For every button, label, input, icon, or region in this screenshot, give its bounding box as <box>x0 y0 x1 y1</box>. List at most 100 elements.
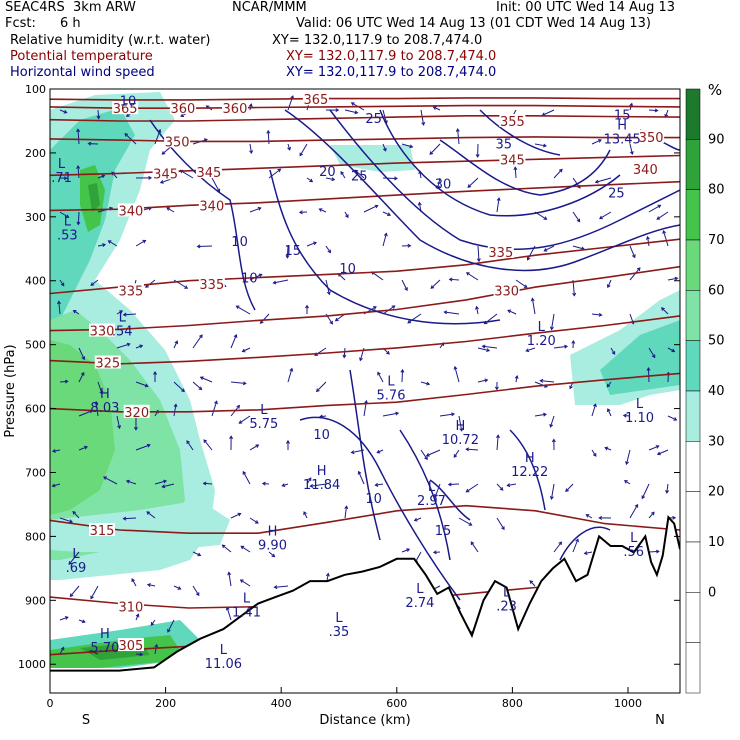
wind-vector-head <box>665 489 670 494</box>
x-axis-label: Distance (km) <box>319 713 410 728</box>
wind-vector <box>534 143 547 147</box>
wind-vector <box>59 616 69 621</box>
wind-vector-head <box>345 214 349 219</box>
wind-vector <box>466 448 479 451</box>
wind-vector <box>430 279 441 289</box>
wind-vector-head <box>202 481 207 486</box>
theta-label: 345 <box>153 167 178 182</box>
wind-vector-head <box>271 553 276 558</box>
wind-vector-head <box>465 272 470 276</box>
wind-vector-head <box>255 444 260 448</box>
theta-contour-340 <box>50 180 680 212</box>
theta-label-bg <box>169 101 196 115</box>
wind-vector <box>287 368 293 383</box>
wind-vector-head <box>146 443 151 448</box>
wind-vector <box>52 449 61 452</box>
wind-vector <box>78 446 88 451</box>
wind-vector-head <box>636 267 641 272</box>
wind-vector-head <box>163 479 168 484</box>
wind-vector-head <box>196 244 201 249</box>
wind-vector-head <box>57 300 61 305</box>
extremum-letter: L <box>119 310 127 325</box>
wind-vector <box>363 205 378 213</box>
wind-vector-head <box>72 510 77 515</box>
wind-vector-head <box>564 344 569 349</box>
wind-vector <box>553 169 563 179</box>
wind-vector-head <box>357 470 362 475</box>
wind-vector-head <box>496 434 500 439</box>
extremum-value: 12.22 <box>511 465 548 480</box>
wind-vector-head <box>126 342 131 347</box>
theta-label-bg <box>499 152 526 166</box>
wind-vector <box>648 511 655 519</box>
wind-vector <box>553 345 568 349</box>
valid-time: Valid: 06 UTC Wed 14 Aug 13 (01 CDT Wed … <box>296 16 651 31</box>
theta-label-bg <box>638 129 665 143</box>
wind-vector <box>319 415 327 418</box>
extremum-value: 5.75 <box>249 417 278 432</box>
wind-vector-head <box>484 378 489 383</box>
wind-vector-head <box>465 488 470 493</box>
wind-vector <box>338 273 346 281</box>
wind-vector <box>135 381 148 387</box>
wind-vector-head <box>197 552 202 557</box>
field-name-rh: Relative humidity (w.r.t. water) <box>10 33 211 48</box>
wind-vector <box>154 644 158 655</box>
extremum-value: 11.06 <box>205 657 242 672</box>
wind-vector <box>222 544 232 553</box>
extremum-letter: H <box>317 464 327 479</box>
wind-vector <box>377 372 384 383</box>
model-title: SEAC4RS 3km ARW <box>5 0 136 15</box>
wind-vector-head <box>364 399 369 404</box>
wind-vector <box>211 401 218 417</box>
wind-vector-head <box>239 579 244 583</box>
wind-vector-head <box>125 479 130 484</box>
wind-vector-head <box>625 461 629 466</box>
wind-vector <box>629 504 639 519</box>
wind-vector-head <box>195 592 200 597</box>
wind-vector <box>249 143 252 154</box>
y-tick-label: 800 <box>25 530 46 543</box>
wind-speed-contour <box>439 139 611 196</box>
x-tick-label: 200 <box>155 697 176 710</box>
wind-vector <box>325 177 335 181</box>
wind-vector <box>230 513 241 519</box>
wind-vector <box>77 129 80 145</box>
wind-vector-head <box>307 477 312 482</box>
terrain-fill <box>50 517 680 693</box>
wind-vector <box>108 240 118 247</box>
wind-vector <box>77 211 80 225</box>
wind-vector <box>124 133 137 145</box>
wind-vector-head <box>144 383 149 388</box>
wind-vector-head <box>372 306 377 310</box>
wind-vector-head <box>475 305 479 310</box>
wind-vector <box>78 619 86 623</box>
wind-vector-head <box>656 451 661 456</box>
wind-vector-head <box>161 151 166 155</box>
wind-vector-head <box>447 482 452 487</box>
wind-vector-head <box>68 561 73 565</box>
wind-vector-head <box>565 488 569 493</box>
theta-label: 320 <box>124 406 149 421</box>
extremum-value: .35 <box>329 625 350 640</box>
wind-vector <box>496 198 500 213</box>
wind-vector <box>103 476 118 485</box>
wind-vector <box>173 404 177 417</box>
wind-vector <box>167 619 175 633</box>
wind-speed-label: 10 <box>231 235 248 250</box>
wind-vector <box>607 279 612 288</box>
wind-vector-head <box>203 439 208 443</box>
wind-vector <box>97 381 103 395</box>
wind-vector-head <box>199 376 204 380</box>
wind-vector-head <box>673 417 678 421</box>
wind-vector-head <box>382 147 387 152</box>
x-tick-label: 0 <box>47 697 54 710</box>
wind-vector <box>648 347 656 358</box>
wind-vector-head <box>125 113 130 117</box>
wind-vector-head <box>404 287 408 292</box>
wind-speed-label: 25 <box>608 187 625 202</box>
wind-vector <box>59 380 68 383</box>
wind-vector <box>565 483 574 492</box>
wind-vector-head <box>634 503 639 508</box>
